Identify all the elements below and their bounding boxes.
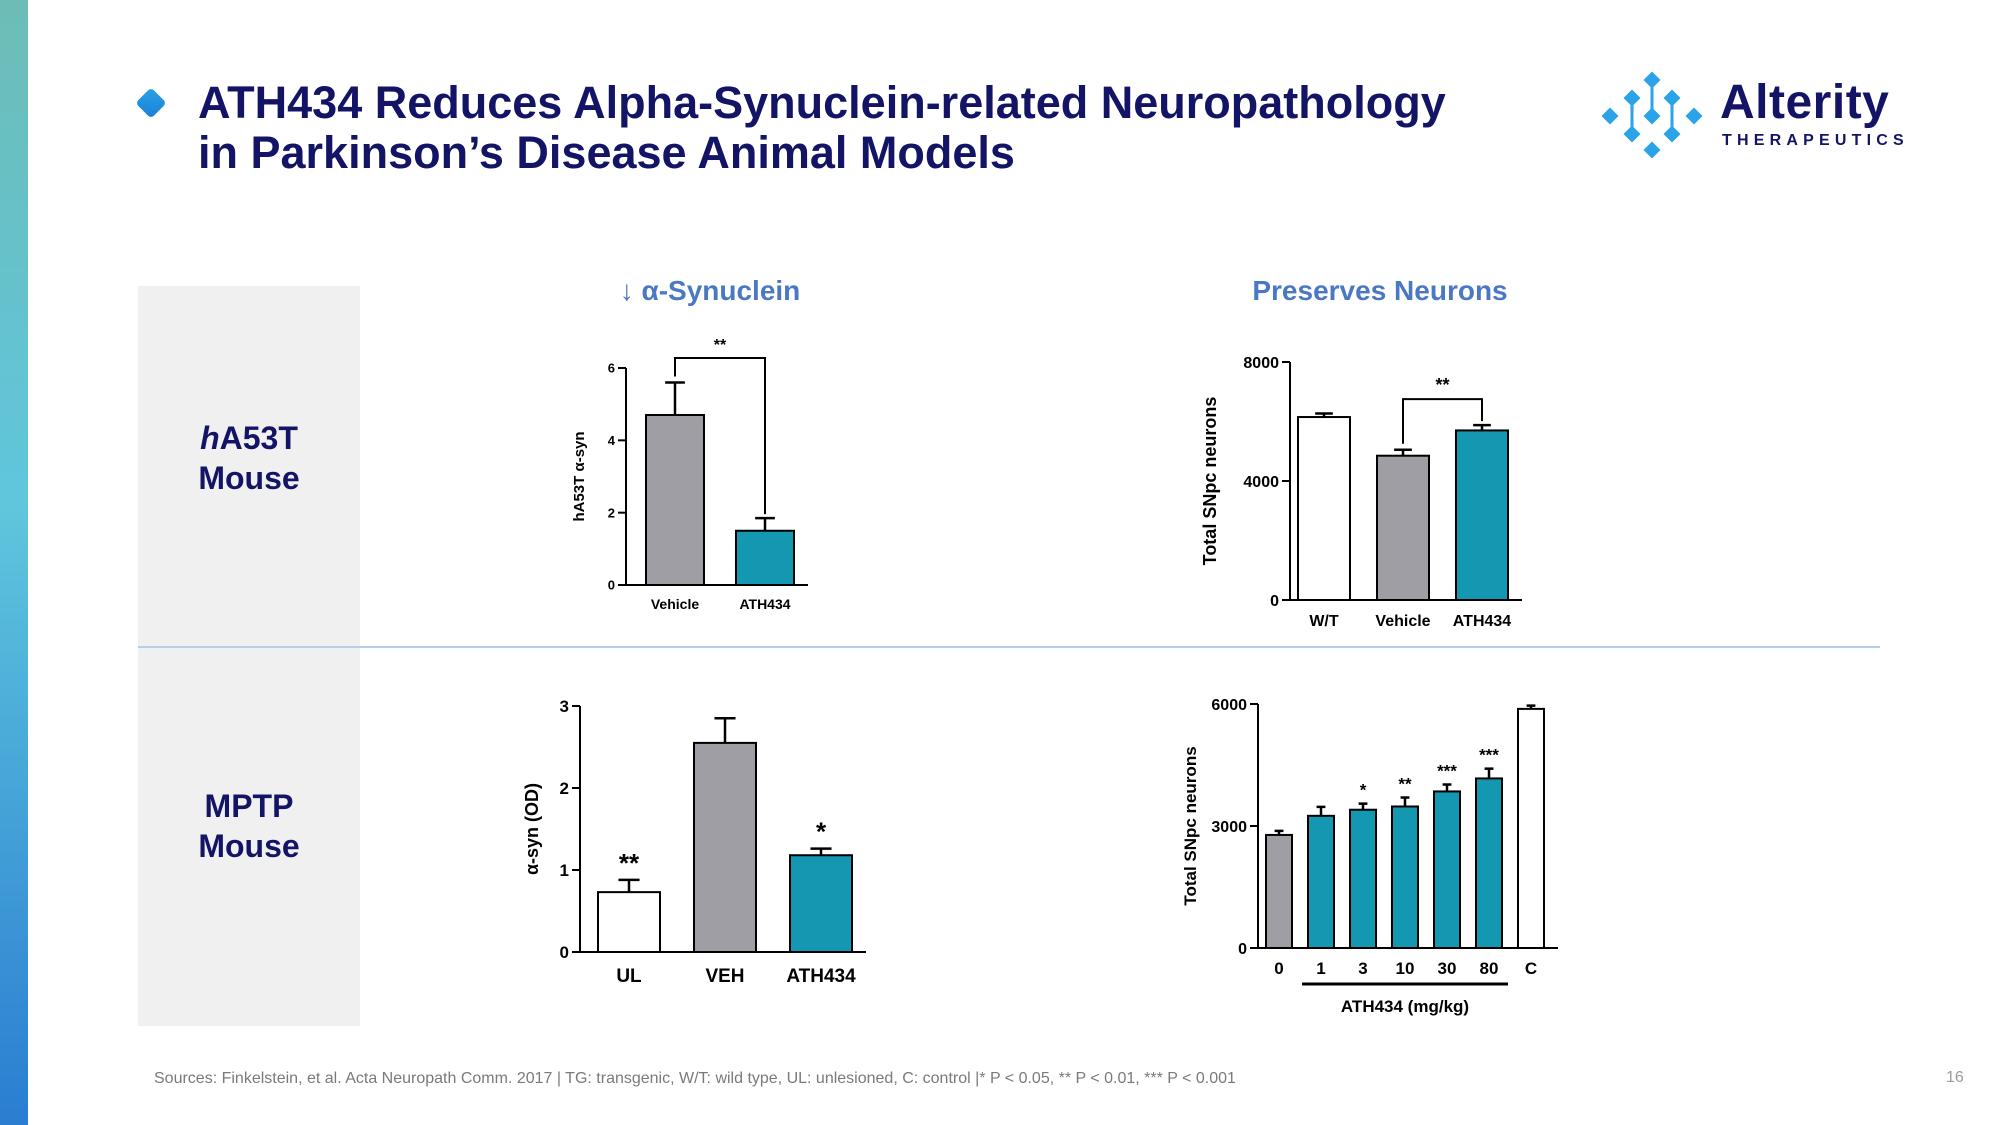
significance-label: *** bbox=[1479, 746, 1499, 765]
chart-mptp-neurons: 0 3000 6000 Total SNpc neurons 0 1 3 * 10 ** 30 ***… bbox=[1181, 697, 1558, 1016]
y-tick-label: 3 bbox=[560, 697, 569, 716]
chart-mptp-syn: 0 1 2 3 α-syn (OD) UL ** VEH ATH434 * bbox=[522, 697, 866, 987]
col2-heading: Preserves Neurons bbox=[1252, 275, 1508, 306]
x-tick-label: 10 bbox=[1396, 959, 1415, 978]
chart-ha53t-neurons: 0 4000 8000 Total SNpc neurons W/T Vehicle ATH… bbox=[1200, 355, 1522, 630]
bracket-label: ** bbox=[1435, 375, 1449, 395]
x-tick-label: W/T bbox=[1309, 613, 1339, 630]
row1-model-label: hA53T Mouse bbox=[138, 418, 360, 498]
bar bbox=[1475, 777, 1503, 949]
logo-mark-icon bbox=[1601, 71, 1703, 159]
left-accent-bar bbox=[0, 0, 28, 1125]
x-tick-label: VEH bbox=[705, 966, 744, 987]
x-tick-label: UL bbox=[616, 966, 642, 987]
bar bbox=[1349, 808, 1377, 949]
page-title: ATH434 Reduces Alpha-Synuclein-related N… bbox=[198, 78, 1598, 178]
x-tick-label: 0 bbox=[1274, 959, 1283, 978]
y-tick-label: 0 bbox=[608, 578, 615, 593]
y-axis-label: hA53T α-syn bbox=[571, 431, 588, 521]
y-tick-label: 4 bbox=[608, 433, 616, 448]
bar bbox=[693, 741, 757, 954]
bar bbox=[645, 414, 705, 587]
bar bbox=[789, 854, 853, 954]
row1-label-line2: Mouse bbox=[198, 460, 300, 496]
bar bbox=[1433, 790, 1461, 949]
y-tick-label: 0 bbox=[1270, 593, 1279, 610]
bar bbox=[1455, 429, 1509, 601]
x-tick-label: ATH434 bbox=[739, 596, 790, 612]
bar bbox=[1517, 707, 1545, 949]
title-diamond-icon bbox=[135, 87, 167, 119]
significance-label: ** bbox=[619, 848, 640, 878]
significance-bracket bbox=[674, 357, 766, 515]
significance-bracket bbox=[1402, 398, 1483, 444]
page-title-line2: in Parkinson’s Disease Animal Models bbox=[198, 127, 1015, 178]
logo-subtitle: THERAPEUTICS bbox=[1722, 132, 1909, 149]
row2-label-line2: Mouse bbox=[198, 828, 300, 864]
x-axis-label: ATH434 (mg/kg) bbox=[1341, 997, 1469, 1016]
page-title-line1: ATH434 Reduces Alpha-Synuclein-related N… bbox=[198, 77, 1446, 128]
y-tick-label: 6 bbox=[608, 361, 615, 376]
row2-label-line1: MPTP bbox=[204, 788, 294, 824]
logo-wordmark: Alterity bbox=[1720, 76, 1890, 129]
y-axis-label: Total SNpc neurons bbox=[1200, 397, 1220, 566]
x-tick-label: C bbox=[1525, 959, 1537, 978]
y-tick-label: 6000 bbox=[1211, 697, 1247, 714]
bar bbox=[735, 529, 795, 586]
y-axis-label: Total SNpc neurons bbox=[1181, 746, 1200, 905]
page-number: 16 bbox=[1946, 1069, 1964, 1086]
y-tick-label: 1 bbox=[560, 861, 569, 880]
row1-label-italic: h bbox=[200, 420, 220, 456]
bracket-label: ** bbox=[714, 337, 727, 354]
sources-footnote: Sources: Finkelstein, et al. Acta Neurop… bbox=[154, 1070, 1236, 1087]
x-tick-label: 3 bbox=[1358, 959, 1367, 978]
y-tick-label: 2 bbox=[560, 779, 569, 798]
significance-label: *** bbox=[1437, 762, 1457, 781]
y-tick-label: 8000 bbox=[1243, 355, 1279, 372]
significance-label: * bbox=[816, 817, 827, 847]
row-divider bbox=[138, 646, 1880, 648]
y-tick-label: 0 bbox=[1238, 941, 1247, 958]
x-tick-label: Vehicle bbox=[1375, 613, 1430, 630]
model-label-panel bbox=[138, 286, 360, 1026]
bar bbox=[1391, 805, 1419, 950]
significance-label: * bbox=[1360, 781, 1367, 800]
chart-ha53t-syn: 0 2 4 6 hA53T α-syn Vehicle ATH434 ** bbox=[571, 337, 808, 612]
y-tick-label: 2 bbox=[608, 505, 615, 520]
x-tick-label: 30 bbox=[1438, 959, 1457, 978]
x-tick-label: 80 bbox=[1480, 959, 1499, 978]
bar bbox=[1376, 454, 1430, 601]
bar bbox=[597, 891, 661, 953]
y-axis-label: α-syn (OD) bbox=[522, 783, 542, 875]
row1-label-rest: A53T bbox=[219, 420, 298, 456]
alterity-logo: Alterity THERAPEUTICS bbox=[1596, 70, 1926, 160]
x-tick-label: ATH434 bbox=[1453, 613, 1511, 630]
significance-label: ** bbox=[1398, 775, 1412, 794]
y-tick-label: 3000 bbox=[1211, 819, 1247, 836]
col1-heading: ↓ α-Synuclein bbox=[619, 275, 801, 306]
y-tick-label: 4000 bbox=[1243, 474, 1279, 491]
y-tick-label: 0 bbox=[560, 943, 569, 962]
bar bbox=[1265, 833, 1293, 950]
row2-model-label: MPTP Mouse bbox=[138, 786, 360, 866]
x-tick-label: 1 bbox=[1316, 959, 1325, 978]
bar bbox=[1297, 416, 1351, 601]
x-tick-label: Vehicle bbox=[651, 596, 699, 612]
bar bbox=[1307, 814, 1335, 949]
x-tick-label: ATH434 bbox=[786, 966, 856, 987]
